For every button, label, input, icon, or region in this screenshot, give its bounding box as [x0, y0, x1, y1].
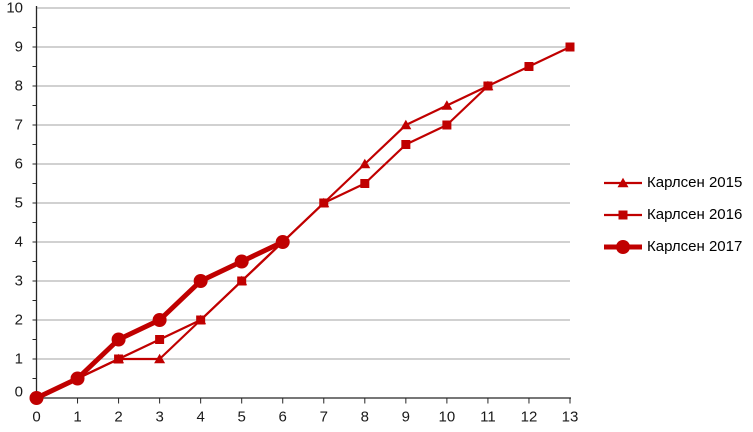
- y-tick-label: 8: [15, 78, 23, 95]
- x-tick-label: 0: [32, 409, 40, 426]
- legend-item-karlsen-2015: Карлсен 2015: [604, 174, 742, 192]
- legend-label-karlsen-2016: Карлсен 2016: [647, 206, 743, 223]
- x-tick-label: 4: [196, 409, 204, 426]
- x-tick-label: 2: [114, 409, 122, 426]
- x-tick-label: 8: [361, 409, 369, 426]
- y-tick-label: 3: [15, 273, 23, 290]
- x-tick-label: 5: [238, 409, 246, 426]
- x-tick-label: 7: [320, 409, 328, 426]
- legend-triangle-marker-icon: [604, 177, 642, 188]
- legend-circle-marker-icon: [604, 240, 642, 254]
- x-tick-label: 9: [402, 409, 410, 426]
- y-tick-label: 2: [15, 312, 23, 329]
- legend-label-karlsen-2017: Карлсен 2017: [647, 238, 743, 255]
- legend-label-karlsen-2015: Карлсен 2015: [647, 174, 743, 191]
- y-tick-label: 9: [15, 39, 23, 56]
- y-tick-label: 7: [15, 117, 23, 134]
- y-tick-label: 5: [15, 195, 23, 212]
- axes: [32, 6, 571, 404]
- y-axis-labels: 0 1 2 3 4 5 6 7 8 9 10: [6, 0, 23, 401]
- legend-item-karlsen-2016: Карлсен 2016: [604, 206, 742, 224]
- x-tick-label: 3: [155, 409, 163, 426]
- legend: Карлсен 2015 Карлсен 2016 Карлсен 2017: [604, 174, 742, 256]
- x-tick-label: 6: [279, 409, 287, 426]
- y-tick-label: 1: [15, 351, 23, 368]
- gridlines: [36, 7, 570, 360]
- series-karlsen-2017: [29, 235, 290, 405]
- legend-item-karlsen-2017: Карлсен 2017: [604, 238, 742, 256]
- y-tick-label: 4: [15, 234, 23, 251]
- x-tick-label: 1: [73, 409, 81, 426]
- y-tick-label: 10: [6, 0, 23, 17]
- x-tick-label: 13: [562, 409, 579, 426]
- legend-square-marker-icon: [604, 210, 642, 220]
- y-tick-label: 6: [15, 156, 23, 173]
- y-tick-label: 0: [15, 384, 23, 401]
- x-tick-label: 10: [439, 409, 456, 426]
- x-tick-label: 12: [521, 409, 538, 426]
- x-tick-label: 11: [480, 409, 496, 426]
- x-axis-labels: 0 1 2 3 4 5 6 7 8 9 10 11 12 13: [32, 409, 578, 426]
- series-karlsen-2016: [32, 42, 575, 403]
